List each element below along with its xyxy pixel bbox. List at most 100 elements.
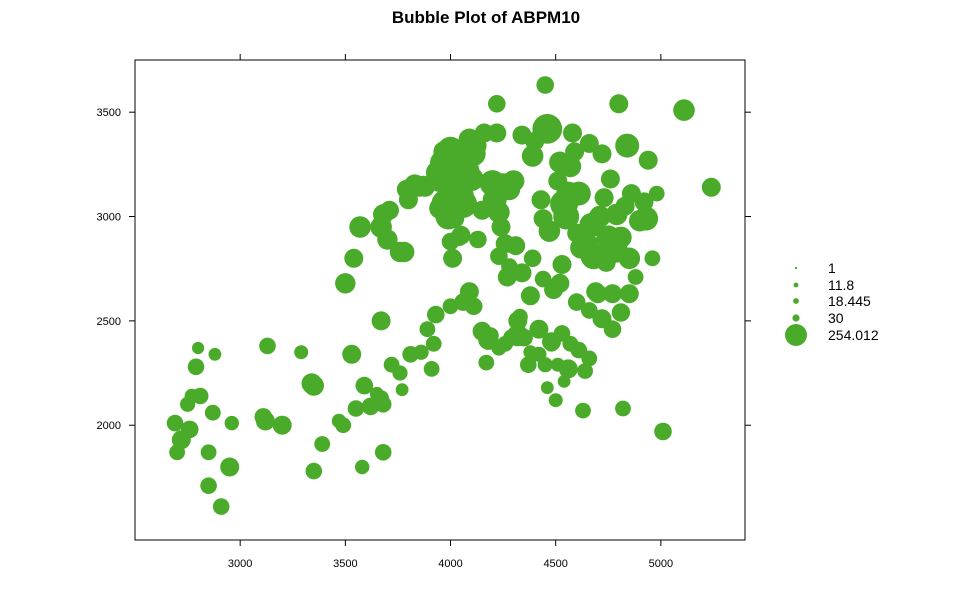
points-layer: [166, 76, 721, 515]
legend-symbol: [785, 324, 807, 346]
bubble-point: [619, 284, 639, 304]
bubble-point: [520, 286, 540, 306]
y-tick-label: 2500: [97, 316, 121, 328]
bubble-point: [540, 381, 554, 395]
x-tick-label: 4500: [543, 558, 567, 570]
bubble-point: [512, 263, 532, 283]
bubble-point: [377, 229, 398, 250]
legend-label: 254.012: [828, 327, 879, 343]
axes-layer: 3000 3500 4000 4500 5000 2000 2500 3000 3500: [97, 54, 751, 570]
bubble-point: [515, 328, 533, 347]
bubble-point: [450, 228, 468, 247]
bubble-point: [610, 226, 632, 249]
bubble-point: [611, 303, 631, 322]
bubble-point: [634, 192, 654, 212]
bubble-point: [543, 335, 560, 352]
bubble-point: [445, 209, 465, 229]
bubble-point: [208, 347, 222, 361]
bubble-point: [200, 477, 217, 495]
bubble-point: [603, 320, 622, 339]
bubble-point: [563, 123, 582, 143]
bubble-point: [224, 415, 239, 431]
bubble-point: [506, 236, 526, 256]
bubble-point: [344, 248, 364, 268]
bubble-point: [491, 217, 511, 237]
bubble-point: [425, 335, 442, 352]
bubble-point: [303, 375, 324, 396]
bubble-point: [355, 376, 374, 395]
bubble-point: [429, 197, 451, 219]
bubble-point: [191, 387, 209, 405]
bubble-point: [701, 177, 721, 197]
bubble-point: [255, 411, 275, 431]
bubble-point: [259, 337, 276, 355]
bubble-point: [523, 249, 542, 268]
bubble-point: [538, 220, 561, 242]
bubble-point: [413, 344, 429, 360]
bubble-point: [627, 269, 644, 285]
legend-symbol: [793, 298, 799, 304]
bubble-point: [594, 188, 614, 208]
bubble-point: [419, 321, 436, 338]
bubble-point: [349, 216, 371, 238]
bubble-point: [374, 444, 392, 461]
bubble-point: [581, 350, 598, 367]
bubble-point: [550, 357, 565, 372]
bubble-point: [548, 393, 563, 408]
legend-label: 18.445: [828, 293, 871, 309]
x-tick-label: 3500: [333, 558, 357, 570]
bubble-point: [553, 203, 580, 230]
bubble-point: [180, 420, 199, 439]
bubble-point: [512, 308, 528, 325]
bubble-point: [536, 76, 554, 94]
legend-symbol: [793, 282, 799, 288]
bubble-point: [394, 241, 415, 263]
y-tick-label: 2000: [97, 420, 121, 432]
bubble-point: [212, 498, 230, 515]
bubble-point: [615, 400, 631, 417]
legend-symbol: [794, 266, 798, 270]
bubble-point: [673, 99, 695, 121]
bubble-point: [550, 273, 570, 293]
bubble-point: [355, 459, 370, 475]
legend-label: 11.8: [828, 277, 854, 293]
bubble-point: [347, 400, 365, 417]
bubble-point: [532, 113, 563, 144]
bubble-point: [531, 190, 551, 210]
bubble-point: [644, 250, 661, 267]
bubble-point: [600, 169, 620, 189]
bubble-point: [531, 346, 547, 362]
bubble-point: [603, 284, 622, 304]
bubble-point: [220, 457, 240, 477]
bubble-point: [654, 422, 672, 441]
legend-label: 30: [828, 310, 844, 326]
plot-frame: [134, 59, 746, 541]
bubble-point: [615, 133, 640, 158]
bubble-point: [575, 402, 591, 419]
bubble-point: [459, 167, 484, 191]
bubble-point: [490, 247, 508, 265]
bubble-point: [618, 247, 641, 270]
bubble-point: [443, 248, 463, 268]
bubble-point: [648, 185, 665, 202]
bubble-point: [204, 404, 221, 421]
bubble-point: [374, 396, 392, 413]
bubble-point: [487, 123, 507, 143]
bubble-point: [520, 356, 537, 374]
y-tick-label: 3500: [97, 107, 121, 119]
bubble-point: [371, 311, 391, 331]
bubble-point: [478, 354, 495, 371]
bubble-point: [529, 319, 549, 339]
bubble-point: [552, 255, 572, 274]
bubble-point: [305, 462, 323, 480]
bubble-point: [272, 415, 292, 435]
bubble-point: [380, 200, 399, 220]
legend-label: 1: [828, 260, 836, 276]
x-tick-label: 4000: [438, 558, 462, 570]
bubble-point: [454, 293, 472, 311]
bubble-point: [423, 361, 440, 377]
legend-symbol: [792, 314, 800, 322]
bubble-point: [638, 150, 658, 170]
